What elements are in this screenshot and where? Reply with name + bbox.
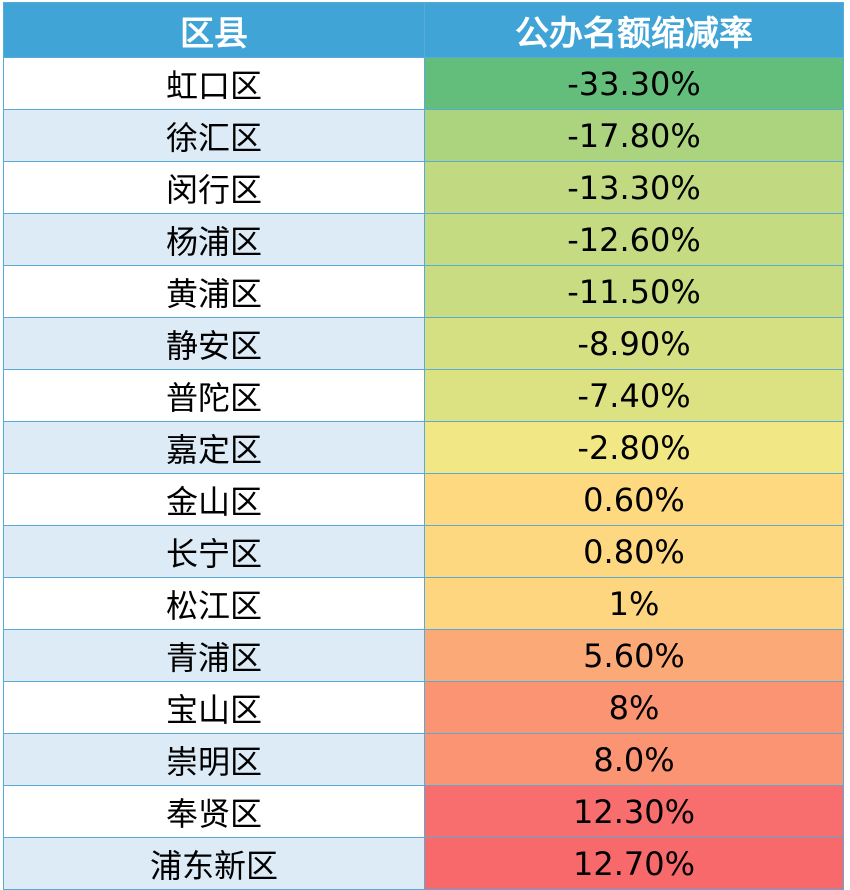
rate-cell[interactable]: 1%: [424, 577, 844, 630]
table-row: 奉贤区 12.30%: [3, 785, 844, 838]
district-cell[interactable]: 虹口区: [3, 57, 425, 110]
rate-cell[interactable]: -33.30%: [424, 57, 844, 110]
table-row: 徐汇区 -17.80%: [3, 109, 844, 162]
header-row: 区县 公办名额缩减率: [3, 2, 844, 58]
table-row: 松江区 1%: [3, 577, 844, 630]
table-row: 崇明区 8.0%: [3, 733, 844, 786]
table-row: 嘉定区 -2.80%: [3, 421, 844, 474]
table-body: 虹口区 -33.30% 徐汇区 -17.80% 闵行区 -13.30% 杨浦区 -12.60%…: [3, 57, 844, 890]
district-cell[interactable]: 长宁区: [3, 525, 425, 578]
table-row: 金山区 0.60%: [3, 473, 844, 526]
district-cell[interactable]: 松江区: [3, 577, 425, 630]
district-cell[interactable]: 徐汇区: [3, 109, 425, 162]
table-row: 青浦区 5.60%: [3, 629, 844, 682]
rate-cell[interactable]: 8.0%: [424, 733, 844, 786]
table-row: 杨浦区 -12.60%: [3, 213, 844, 266]
district-cell[interactable]: 静安区: [3, 317, 425, 370]
district-cell[interactable]: 杨浦区: [3, 213, 425, 266]
table-row: 宝山区 8%: [3, 681, 844, 734]
rate-cell[interactable]: 8%: [424, 681, 844, 734]
reduction-rate-table: 区县 公办名额缩减率 虹口区 -33.30% 徐汇区 -17.80% 闵行区 -13.30…: [3, 2, 844, 890]
district-cell[interactable]: 崇明区: [3, 733, 425, 786]
district-cell[interactable]: 浦东新区: [3, 837, 425, 890]
rate-cell[interactable]: -11.50%: [424, 265, 844, 318]
rate-cell[interactable]: -12.60%: [424, 213, 844, 266]
rate-cell[interactable]: 12.70%: [424, 837, 844, 890]
district-cell[interactable]: 奉贤区: [3, 785, 425, 838]
rate-cell[interactable]: -7.40%: [424, 369, 844, 422]
table-row: 静安区 -8.90%: [3, 317, 844, 370]
district-cell[interactable]: 青浦区: [3, 629, 425, 682]
table-row: 虹口区 -33.30%: [3, 57, 844, 110]
rate-cell[interactable]: -13.30%: [424, 161, 844, 214]
district-cell[interactable]: 金山区: [3, 473, 425, 526]
district-cell[interactable]: 嘉定区: [3, 421, 425, 474]
header-district[interactable]: 区县: [3, 2, 425, 58]
table-row: 浦东新区 12.70%: [3, 837, 844, 890]
table-row: 黄浦区 -11.50%: [3, 265, 844, 318]
rate-cell[interactable]: 12.30%: [424, 785, 844, 838]
district-cell[interactable]: 普陀区: [3, 369, 425, 422]
rate-cell[interactable]: 5.60%: [424, 629, 844, 682]
table-row: 普陀区 -7.40%: [3, 369, 844, 422]
header-rate[interactable]: 公办名额缩减率: [424, 2, 844, 58]
table-row: 长宁区 0.80%: [3, 525, 844, 578]
rate-cell[interactable]: -8.90%: [424, 317, 844, 370]
district-cell[interactable]: 黄浦区: [3, 265, 425, 318]
district-cell[interactable]: 宝山区: [3, 681, 425, 734]
rate-cell[interactable]: 0.80%: [424, 525, 844, 578]
rate-cell[interactable]: -17.80%: [424, 109, 844, 162]
district-cell[interactable]: 闵行区: [3, 161, 425, 214]
rate-cell[interactable]: 0.60%: [424, 473, 844, 526]
rate-cell[interactable]: -2.80%: [424, 421, 844, 474]
table-row: 闵行区 -13.30%: [3, 161, 844, 214]
